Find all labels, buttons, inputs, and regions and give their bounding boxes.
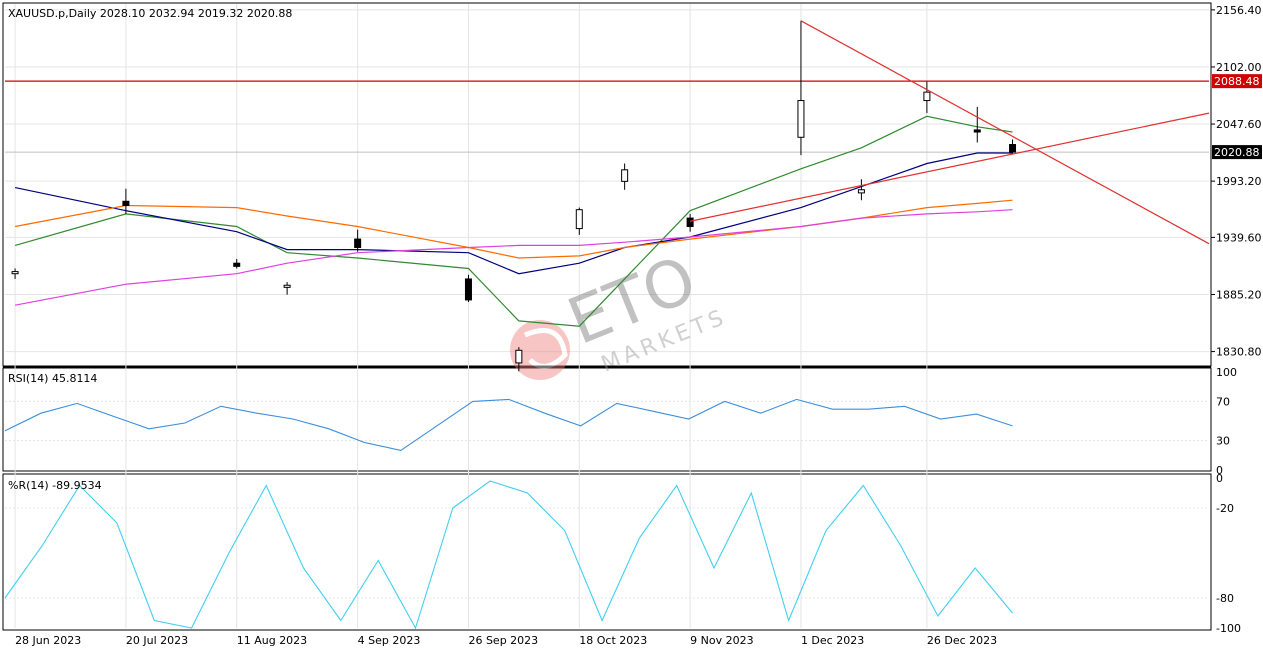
candle-body xyxy=(283,284,291,288)
price-tick-label: 1939.60 xyxy=(1216,231,1262,244)
date-tick-label: 1 Dec 2023 xyxy=(801,634,864,647)
last-price-badge xyxy=(1212,145,1262,160)
price-tick-label: 1993.20 xyxy=(1216,175,1262,188)
rsi-tick-label: 100 xyxy=(1216,366,1237,379)
price-tick-label: 1830.80 xyxy=(1216,346,1262,359)
date-tick-label: 11 Aug 2023 xyxy=(237,634,307,647)
resistance-level-badge xyxy=(1212,74,1262,89)
rsi-label: RSI(14) 45.8114 xyxy=(8,372,97,385)
date-tick-label: 4 Sep 2023 xyxy=(358,634,421,647)
resistance-level-label: 2088.48 xyxy=(1214,75,1260,88)
trendline xyxy=(689,112,1210,222)
wr-tick-label: 0 xyxy=(1216,472,1223,485)
moving-average-line xyxy=(14,115,1013,327)
williams-r-layer: 0 -20 -80 -100 xyxy=(4,472,1241,635)
rsi-tick-label: 0 xyxy=(1216,464,1223,477)
candle-body xyxy=(621,169,629,182)
symbol-header: XAUUSD.p,Daily 2028.10 2032.94 2019.32 2… xyxy=(8,7,292,20)
rsi-tick-label: 70 xyxy=(1216,395,1230,408)
date-tick-label: 20 Jul 2023 xyxy=(126,634,188,647)
rsi-panel-frame xyxy=(2,367,1212,472)
rsi-tick-label: 30 xyxy=(1216,435,1230,448)
wr-panel-frame xyxy=(2,473,1212,631)
candle-body xyxy=(575,209,583,230)
moving-average-line xyxy=(14,152,1013,275)
moving-average-line xyxy=(14,199,1013,259)
watermark-logo xyxy=(510,320,570,380)
main-panel-frame xyxy=(2,2,1212,367)
wr-tick-label: -20 xyxy=(1216,502,1234,515)
price-tick-label: 2156.40 xyxy=(1216,4,1262,17)
watermark-logo-swirl xyxy=(524,328,568,369)
trendline xyxy=(800,20,1210,245)
candle-body xyxy=(923,91,931,102)
candle-body xyxy=(686,217,694,227)
rsi-layer: 100 70 30 0 xyxy=(4,366,1237,477)
candle-body xyxy=(11,271,19,275)
candle-body xyxy=(973,129,981,133)
candle-body xyxy=(1009,144,1017,153)
candle-body xyxy=(354,238,362,248)
moving-averages-layer xyxy=(14,115,1013,327)
date-tick-label: 28 Jun 2023 xyxy=(15,634,81,647)
moving-average-line xyxy=(14,209,1013,306)
last-price-label: 2020.88 xyxy=(1214,146,1260,159)
candle-body xyxy=(464,278,472,301)
price-tick-label: 2047.60 xyxy=(1216,118,1262,131)
grid-layer xyxy=(5,4,1209,628)
wr-tick-label: -100 xyxy=(1216,622,1241,635)
price-tick-label: 2102.00 xyxy=(1216,61,1262,74)
price-tick-label: 1885.20 xyxy=(1216,288,1262,301)
candle-body xyxy=(233,262,241,267)
date-tick-label: 18 Oct 2023 xyxy=(579,634,647,647)
candle-body xyxy=(857,189,865,194)
candle-body xyxy=(122,200,130,206)
date-tick-label: 26 Sep 2023 xyxy=(468,634,538,647)
date-tick-label: 26 Dec 2023 xyxy=(927,634,997,647)
date-tick-label: 9 Nov 2023 xyxy=(690,634,753,647)
williams-r-line xyxy=(4,480,1013,630)
trendlines-layer xyxy=(689,20,1210,245)
candles-layer xyxy=(11,20,1017,372)
axis-layer: 2156.40 2102.00 2047.60 1993.20 1939.60 1885.… xyxy=(15,4,1262,647)
rsi-line xyxy=(4,398,1013,451)
candle-body xyxy=(797,100,805,138)
candle-body xyxy=(515,349,523,364)
wr-label: %R(14) -89.9534 xyxy=(8,479,102,492)
wr-tick-label: -80 xyxy=(1216,592,1234,605)
